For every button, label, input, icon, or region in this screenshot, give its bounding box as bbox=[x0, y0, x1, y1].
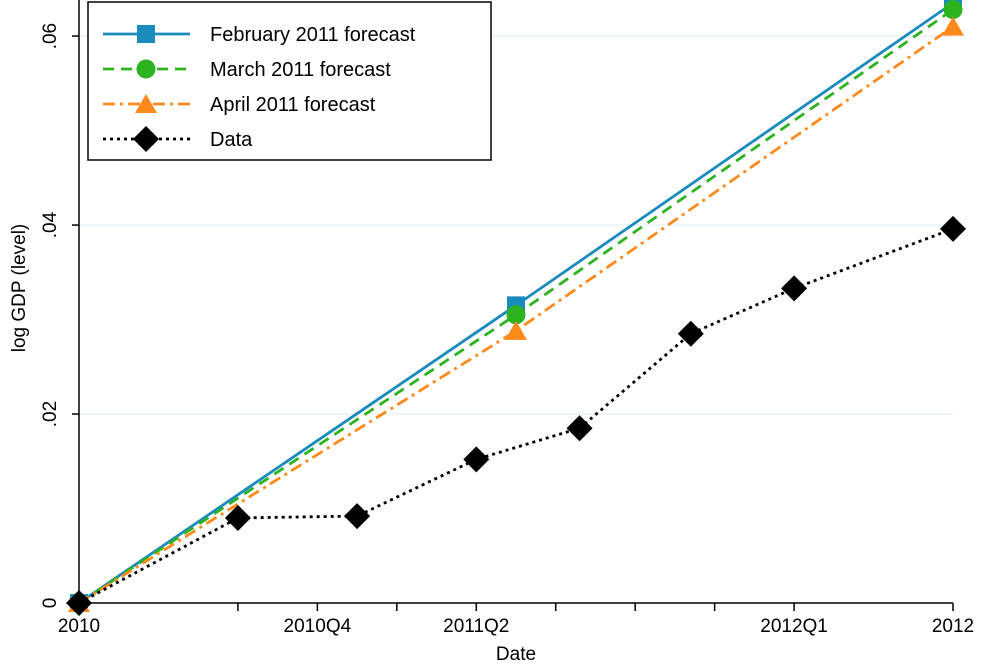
x-tick-label: 2012Q1 bbox=[760, 616, 828, 637]
data-point bbox=[940, 215, 966, 242]
series-line bbox=[78, 227, 954, 605]
x-ticks: 2010 2010Q4 2011Q2 2012Q1 2012 bbox=[58, 603, 974, 637]
x-tick-label: 2012 bbox=[932, 616, 974, 637]
legend-marker bbox=[135, 94, 157, 113]
series-diamond bbox=[66, 215, 966, 616]
y-tick-label: .06 bbox=[40, 23, 61, 49]
y-axis-title: log GDP (level) bbox=[9, 224, 30, 352]
data-point bbox=[463, 446, 490, 473]
series-line bbox=[78, 25, 954, 605]
x-tick-label: 2010Q4 bbox=[284, 616, 352, 637]
data-point bbox=[505, 320, 527, 340]
data-point bbox=[506, 305, 526, 325]
y-tick-label: .02 bbox=[40, 401, 61, 427]
legend-label: March 2011 forecast bbox=[210, 59, 391, 81]
legend-box bbox=[87, 1, 492, 161]
x-axis-title: Date bbox=[496, 644, 536, 665]
y-ticks: 0 .02 .04 .06 bbox=[40, 23, 79, 608]
data-point bbox=[677, 320, 704, 347]
x-tick-label: 2011Q2 bbox=[443, 616, 509, 637]
data-point bbox=[224, 504, 251, 531]
y-tick-label: 0 bbox=[40, 598, 61, 609]
legend-marker bbox=[137, 25, 155, 43]
data-point bbox=[942, 16, 964, 36]
data-point bbox=[344, 503, 371, 530]
data-point bbox=[943, 0, 963, 20]
legend-label: April 2011 forecast bbox=[210, 94, 376, 116]
legend-marker bbox=[136, 59, 156, 79]
legend-label: Data bbox=[210, 129, 253, 151]
y-tick-label: .04 bbox=[40, 211, 61, 238]
legend-marker bbox=[133, 126, 159, 152]
data-point bbox=[566, 415, 593, 442]
data-point bbox=[781, 275, 808, 302]
x-tick-label: 2010 bbox=[58, 616, 100, 637]
series bbox=[66, 0, 966, 616]
data-point bbox=[66, 590, 92, 616]
legend-label: February 2011 forecast bbox=[210, 24, 416, 46]
legend: February 2011 forecast March 2011 forecas… bbox=[87, 1, 492, 161]
axes: 0 .02 .04 .06 2010 2010Q4 2011Q2 2012Q1 2012 Da… bbox=[9, 0, 974, 665]
